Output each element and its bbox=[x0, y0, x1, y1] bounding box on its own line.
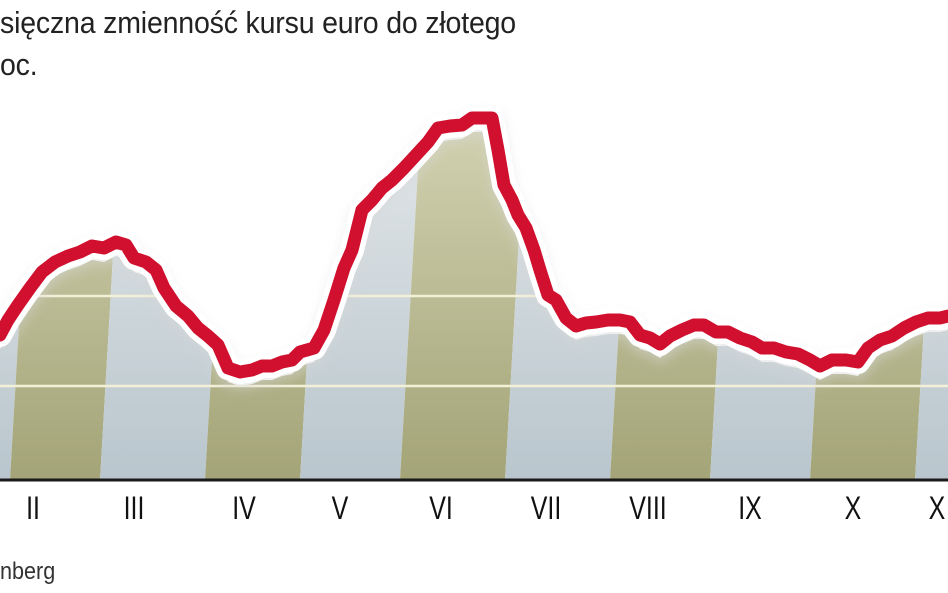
x-tick-label: IX bbox=[738, 490, 762, 526]
x-tick-label: X bbox=[928, 490, 946, 526]
x-tick-label: X bbox=[844, 490, 862, 526]
month-bands bbox=[0, 132, 948, 480]
x-tick-label: VII bbox=[530, 490, 562, 526]
plot-area bbox=[0, 106, 948, 480]
month-band bbox=[505, 132, 632, 480]
chart-title: sięczna zmienność kursu euro do złotego … bbox=[0, 2, 516, 86]
chart-title-line2: oc. bbox=[0, 47, 38, 82]
month-band bbox=[810, 132, 937, 480]
source-label: nberg bbox=[0, 558, 56, 585]
x-tick-label: III bbox=[123, 490, 145, 526]
x-tick-label: IV bbox=[232, 490, 256, 526]
month-band bbox=[915, 132, 948, 480]
x-tick-label: V bbox=[331, 490, 349, 526]
x-tick-label: II bbox=[26, 490, 40, 526]
chart-title-line1: sięczna zmienność kursu euro do złotego bbox=[0, 5, 516, 40]
x-tick-label: VI bbox=[429, 490, 453, 526]
volatility-line bbox=[0, 111, 948, 379]
x-tick-label: VIII bbox=[629, 490, 667, 526]
